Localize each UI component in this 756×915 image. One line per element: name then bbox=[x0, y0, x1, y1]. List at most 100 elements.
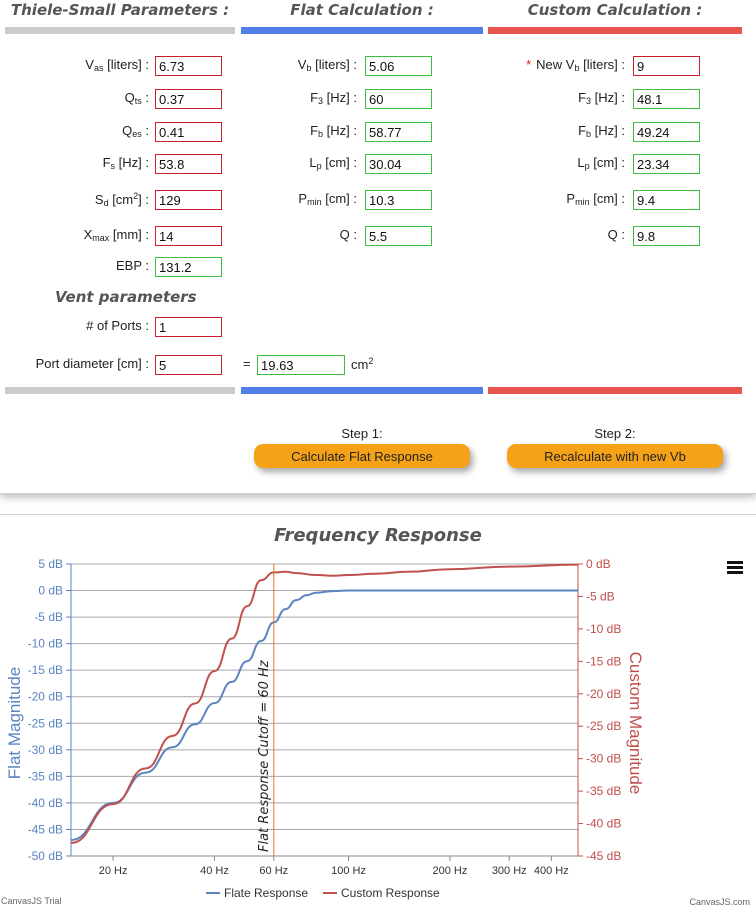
custom-vb-label: * New Vb [liters] : bbox=[526, 57, 625, 73]
x-tick-label: 60 Hz bbox=[259, 865, 288, 877]
flat-f3-output bbox=[365, 89, 432, 109]
port-area-unit: cm2 bbox=[351, 356, 374, 372]
qts-input[interactable] bbox=[155, 89, 222, 109]
qts-label: Qts : bbox=[124, 90, 149, 106]
custom-pmin-label: Pmin [cm] : bbox=[566, 191, 625, 207]
right-tick-label: -25 dB bbox=[586, 719, 621, 733]
ts-footer-bar bbox=[5, 387, 235, 394]
flat-vb-output bbox=[365, 56, 432, 76]
custom-f3-label: F3 [Hz] : bbox=[578, 90, 625, 106]
qes-input[interactable] bbox=[155, 122, 222, 142]
right-tick-label: 0 dB bbox=[586, 557, 611, 571]
flat-response-line bbox=[70, 589, 578, 842]
flat-lp-label: Lp [cm] : bbox=[309, 155, 357, 171]
right-tick-label: -45 dB bbox=[586, 849, 621, 863]
flat-calc-title: Flat Calculation : bbox=[290, 1, 434, 19]
custom-calc-title: Custom Calculation : bbox=[527, 1, 703, 19]
port-area-output bbox=[257, 355, 345, 375]
x-tick-label: 400 Hz bbox=[534, 865, 569, 877]
required-marker: * bbox=[526, 57, 532, 72]
custom-f3-output bbox=[633, 89, 700, 109]
step2-label: Step 2: bbox=[594, 426, 636, 441]
left-tick-label: -40 dB bbox=[28, 796, 63, 810]
port-diameter-input[interactable] bbox=[155, 355, 222, 375]
flat-pmin-output bbox=[365, 190, 432, 210]
vas-label: Vas [liters] : bbox=[85, 57, 149, 73]
flat-f3-label: F3 [Hz] : bbox=[310, 90, 357, 106]
custom-footer-bar bbox=[488, 387, 742, 394]
custom-q-label: Q : bbox=[607, 227, 625, 242]
recalculate-new-vb-button[interactable]: Recalculate with new Vb bbox=[507, 444, 723, 468]
ports-label: # of Ports : bbox=[86, 318, 149, 333]
right-tick-label: -20 dB bbox=[586, 687, 621, 701]
legend-custom-label: Custom Response bbox=[341, 886, 440, 900]
left-tick-label: -20 dB bbox=[28, 690, 63, 704]
flat-header-bar bbox=[241, 27, 483, 34]
flat-fb-output bbox=[365, 122, 432, 142]
credit-left: CanvasJS Trial bbox=[1, 896, 62, 906]
vent-params-title: Vent parameters bbox=[55, 288, 197, 306]
right-tick-label: -30 dB bbox=[586, 752, 621, 766]
equals-sign: = bbox=[243, 356, 251, 371]
custom-lp-label: Lp [cm] : bbox=[577, 155, 625, 171]
ts-params-title: Thiele-Small Parameters : bbox=[10, 1, 230, 19]
custom-vb-input[interactable] bbox=[633, 56, 700, 76]
calculate-flat-response-button[interactable]: Calculate Flat Response bbox=[254, 444, 470, 468]
flat-fb-label: Fb [Hz] : bbox=[310, 123, 357, 139]
sd-label: Sd [cm2] : bbox=[94, 191, 149, 208]
right-axis-title: Custom Magnitude bbox=[626, 652, 645, 795]
custom-q-output bbox=[633, 226, 700, 246]
right-tick-label: -10 dB bbox=[586, 622, 621, 636]
legend-flat-label: Flate Response bbox=[224, 886, 308, 900]
step1-label: Step 1: bbox=[341, 426, 383, 441]
right-tick-label: -35 dB bbox=[586, 784, 621, 798]
x-tick-label: 40 Hz bbox=[200, 865, 229, 877]
fs-label: Fs [Hz] : bbox=[102, 155, 149, 171]
hamburger-icon[interactable] bbox=[727, 561, 743, 575]
x-tick-label: 100 Hz bbox=[331, 865, 366, 877]
ports-input[interactable] bbox=[155, 317, 222, 337]
ts-header-bar bbox=[5, 27, 235, 34]
x-tick-label: 20 Hz bbox=[99, 865, 128, 877]
left-tick-label: 5 dB bbox=[38, 557, 63, 571]
custom-header-bar bbox=[488, 27, 742, 34]
left-tick-label: 0 dB bbox=[38, 584, 63, 598]
cutoff-label: Flat Response Cutoff = 60 Hz bbox=[257, 659, 272, 852]
left-tick-label: -30 dB bbox=[28, 743, 63, 757]
right-tick-label: -5 dB bbox=[586, 589, 615, 603]
left-tick-label: -25 dB bbox=[28, 716, 63, 730]
qes-label: Qes : bbox=[122, 123, 149, 139]
calculator-panel: Thiele-Small Parameters : Flat Calculati… bbox=[0, 0, 756, 494]
frequency-response-chart: Frequency Response 5 dB 0 dB -5 dB -10 dB -1… bbox=[0, 514, 756, 915]
credit-right: CanvasJS.com bbox=[689, 897, 750, 907]
ebp-output bbox=[155, 257, 222, 277]
flat-footer-bar bbox=[241, 387, 483, 394]
flat-lp-output bbox=[365, 154, 432, 174]
custom-fb-output bbox=[633, 122, 700, 142]
xmax-label: Xmax [mm] : bbox=[83, 227, 149, 243]
left-tick-label: -10 dB bbox=[28, 637, 63, 651]
left-tick-label: -5 dB bbox=[34, 610, 63, 624]
left-axis-title: Flat Magnitude bbox=[5, 667, 24, 779]
flat-vb-label: Vb [liters] : bbox=[297, 57, 357, 73]
custom-lp-output bbox=[633, 154, 700, 174]
chart-title: Frequency Response bbox=[274, 525, 482, 546]
right-tick-label: -15 dB bbox=[586, 654, 621, 668]
flat-pmin-label: Pmin [cm] : bbox=[298, 191, 357, 207]
chart-legend: Flate Response Custom Response bbox=[206, 886, 440, 900]
x-tick-label: 300 Hz bbox=[492, 865, 527, 877]
right-tick-label: -40 dB bbox=[586, 817, 621, 831]
left-tick-label: -45 dB bbox=[28, 822, 63, 836]
xmax-input[interactable] bbox=[155, 226, 222, 246]
sd-input[interactable] bbox=[155, 190, 222, 210]
port-diameter-label: Port diameter [cm] : bbox=[35, 356, 149, 371]
flat-q-label: Q : bbox=[339, 227, 357, 242]
vas-input[interactable] bbox=[155, 56, 222, 76]
fs-input[interactable] bbox=[155, 154, 222, 174]
left-tick-label: -15 dB bbox=[28, 663, 63, 677]
chart-canvas: Frequency Response 5 dB 0 dB -5 dB -10 dB -1… bbox=[5, 525, 645, 900]
custom-pmin-output bbox=[633, 190, 700, 210]
left-tick-label: -50 dB bbox=[28, 849, 63, 863]
custom-response-line bbox=[70, 563, 579, 844]
flat-q-output bbox=[365, 226, 432, 246]
